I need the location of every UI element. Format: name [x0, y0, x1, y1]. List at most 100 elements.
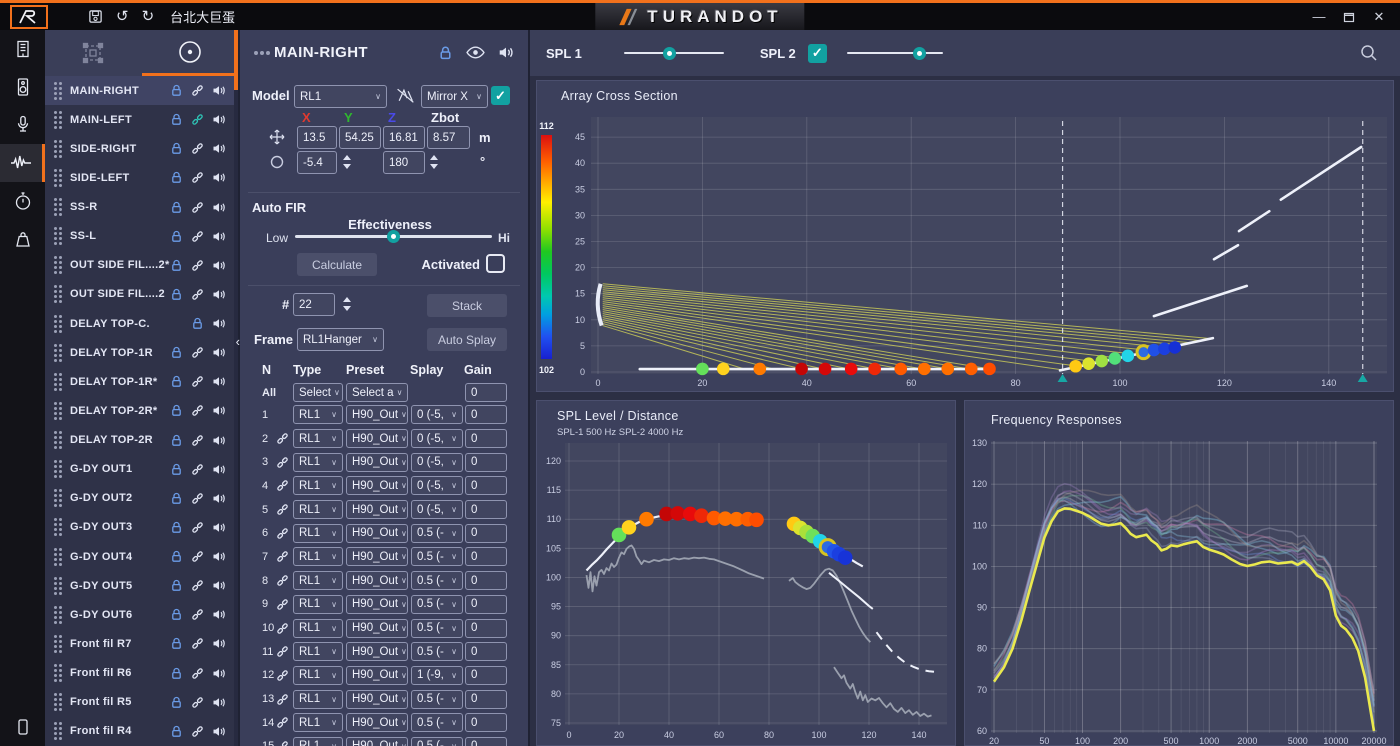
channel-row[interactable]: G-DY OUT3	[45, 513, 238, 542]
link-icon[interactable]	[276, 740, 289, 746]
splay-select[interactable]: 0 (-5, ∨	[411, 500, 463, 520]
channel-row[interactable]: DELAY TOP-C.	[45, 309, 238, 338]
preset-select[interactable]: H90_Out∨	[346, 713, 408, 733]
channel-row[interactable]: Front fil R6	[45, 659, 238, 688]
gain-field[interactable]: 0	[465, 618, 507, 638]
pos-y-field[interactable]: 54.25	[339, 126, 381, 149]
gain-field[interactable]: 0	[465, 547, 507, 567]
frame-select[interactable]: RL1Hanger ∨	[297, 328, 384, 351]
preset-select[interactable]: H90_Out∨	[346, 594, 408, 614]
link-icon[interactable]	[191, 492, 204, 505]
drag-handle-icon[interactable]	[54, 81, 57, 85]
preset-select[interactable]: H90_Out∨	[346, 500, 408, 520]
channel-row[interactable]: SIDE-RIGHT	[45, 134, 238, 163]
channel-row[interactable]: OUT SIDE FIL....2*	[45, 251, 238, 280]
undo-icon[interactable]: ↺	[116, 8, 129, 25]
drag-handle-icon[interactable]	[54, 634, 57, 638]
drag-handle-icon[interactable]	[54, 576, 57, 580]
lock-icon[interactable]	[170, 201, 183, 214]
preset-select[interactable]: H90_Out∨	[346, 523, 408, 543]
link-icon[interactable]	[191, 637, 204, 650]
lock-icon[interactable]	[170, 171, 183, 184]
channel-row[interactable]: G-DY OUT1	[45, 455, 238, 484]
stack-button[interactable]: Stack	[427, 294, 507, 317]
link-icon[interactable]	[276, 432, 289, 445]
drag-handle-icon[interactable]	[54, 605, 57, 609]
spl1-slider[interactable]	[623, 46, 724, 60]
search-icon[interactable]	[1360, 44, 1378, 62]
link-icon[interactable]	[191, 84, 204, 97]
preset-select[interactable]: H90_Out∨	[346, 736, 408, 746]
drag-handle-icon[interactable]	[54, 343, 57, 347]
speaker-icon[interactable]	[212, 579, 226, 592]
link-icon[interactable]	[276, 527, 289, 540]
type-select[interactable]: RL1∨	[293, 547, 343, 567]
frequency-responses-plot[interactable]: 20 50 100 200 500 1000 2000 5000 10000 20000 60 70 8…	[965, 401, 1393, 745]
splay-select[interactable]: 0.5 (-∨	[411, 523, 463, 543]
gain-field[interactable]: 0	[465, 452, 507, 472]
link-icon[interactable]	[276, 574, 289, 587]
type-select[interactable]: RL1∨	[293, 713, 343, 733]
preset-select[interactable]: H90_Out∨	[346, 665, 408, 685]
splay-select[interactable]: 0 (-5, ∨	[411, 476, 463, 496]
all-type-select[interactable]: Select ∨	[293, 383, 343, 402]
drag-handle-icon[interactable]	[54, 168, 57, 172]
lock-icon[interactable]	[170, 113, 183, 126]
gain-field[interactable]: 0	[465, 405, 507, 425]
type-select[interactable]: RL1∨	[293, 452, 343, 472]
channel-row[interactable]: OUT SIDE FIL....2	[45, 280, 238, 309]
drag-handle-icon[interactable]	[54, 314, 57, 318]
channel-row[interactable]: G-DY OUT5	[45, 571, 238, 600]
type-select[interactable]: RL1∨	[293, 523, 343, 543]
splay-select[interactable]: 0.5 (-∨	[411, 571, 463, 591]
rail-item-speakers[interactable]	[0, 68, 45, 106]
link-icon[interactable]	[191, 550, 204, 563]
link-icon[interactable]	[276, 598, 289, 611]
link-icon[interactable]	[276, 550, 289, 563]
type-select[interactable]: RL1∨	[293, 476, 343, 496]
type-select[interactable]: RL1∨	[293, 571, 343, 591]
splay-select[interactable]: 0.5 (-∨	[411, 713, 463, 733]
speaker-icon[interactable]	[212, 201, 226, 214]
spl2-slider-thumb[interactable]	[912, 46, 926, 60]
azimuth-field[interactable]: 180	[383, 151, 425, 174]
speaker-icon[interactable]	[212, 375, 226, 388]
channel-row[interactable]: Front fil R5	[45, 688, 238, 717]
maximize-button[interactable]	[1336, 6, 1362, 28]
preset-select[interactable]: H90_Out∨	[346, 405, 408, 425]
preset-select[interactable]: H90_Out∨	[346, 476, 408, 496]
speaker-icon[interactable]	[212, 317, 226, 330]
rail-item-rigging[interactable]	[0, 220, 45, 258]
gain-field[interactable]: 0	[465, 713, 507, 733]
lock-icon[interactable]	[191, 317, 204, 330]
all-preset-select[interactable]: Select a ∨	[346, 383, 408, 402]
lock-icon[interactable]	[170, 230, 183, 243]
channel-row[interactable]: MAIN-LEFT	[45, 105, 238, 134]
lock-icon[interactable]	[438, 45, 453, 61]
drag-handle-icon[interactable]	[54, 401, 57, 405]
lock-icon[interactable]	[170, 288, 183, 301]
link-icon[interactable]	[191, 375, 204, 388]
mirror-x-icon[interactable]	[395, 85, 416, 106]
speaker-icon[interactable]	[212, 521, 226, 534]
lock-icon[interactable]	[170, 434, 183, 447]
channel-row[interactable]: DELAY TOP-1R*	[45, 367, 238, 396]
drag-handle-icon[interactable]	[54, 431, 57, 435]
lock-icon[interactable]	[170, 521, 183, 534]
link-icon[interactable]	[191, 201, 204, 214]
mirror-select[interactable]: Mirror X ∨	[421, 85, 488, 108]
gain-field[interactable]: 0	[465, 689, 507, 709]
type-select[interactable]: RL1∨	[293, 665, 343, 685]
splay-select[interactable]: 0 (-5, ∨	[411, 405, 463, 425]
redo-icon[interactable]: ↻	[141, 8, 155, 25]
speaker-icon[interactable]	[212, 667, 226, 680]
speaker-icon[interactable]	[212, 171, 226, 184]
speaker-icon[interactable]	[212, 404, 226, 417]
preset-select[interactable]: H90_Out∨	[346, 571, 408, 591]
preset-select[interactable]: H90_Out∨	[346, 452, 408, 472]
rail-item-venue[interactable]	[0, 30, 45, 68]
preset-select[interactable]: H90_Out∨	[346, 547, 408, 567]
link-icon[interactable]	[191, 434, 204, 447]
drag-handle-icon[interactable]	[54, 285, 57, 289]
gain-field[interactable]: 0	[465, 476, 507, 496]
